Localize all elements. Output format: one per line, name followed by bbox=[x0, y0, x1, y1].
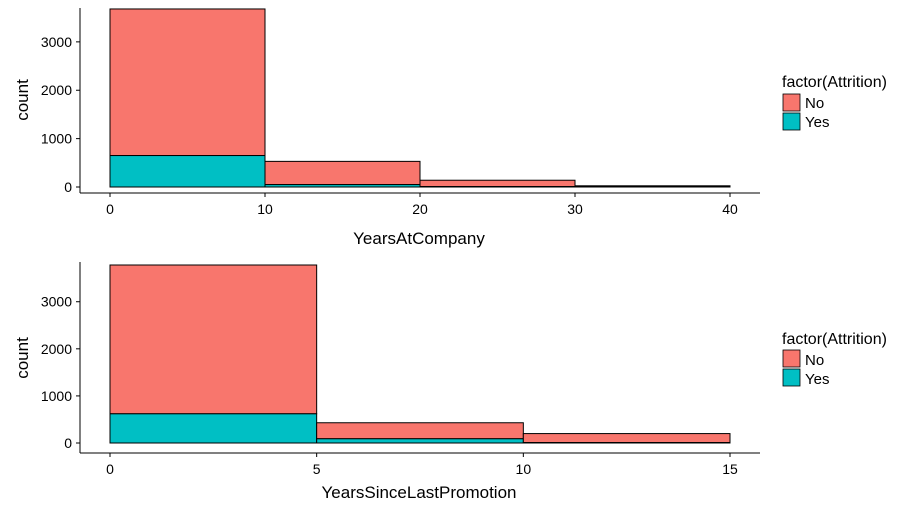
panel2-legend-key-no bbox=[782, 349, 801, 368]
y-tick-label-1: 1000 bbox=[41, 388, 72, 404]
panel1-legend-key-yes bbox=[782, 112, 801, 131]
y-tick-label-1: 1000 bbox=[41, 131, 72, 147]
panel1-legend-label-no: No bbox=[805, 95, 824, 112]
bar-yes-bin-1 bbox=[264, 184, 421, 188]
y-tick-label-0: 0 bbox=[64, 435, 72, 451]
panel2-legend-key-yes bbox=[782, 368, 801, 387]
bar-yes-bin-0 bbox=[109, 155, 266, 188]
panel2-legend-label-yes: Yes bbox=[805, 371, 829, 388]
x-tick-label-1: 10 bbox=[257, 201, 273, 217]
bar-yes-bin-1 bbox=[316, 438, 524, 444]
panel2-y-ticks: 0 1000 2000 3000 bbox=[41, 294, 80, 451]
x-tick-label-1: 5 bbox=[313, 461, 321, 477]
panel-years-since-last-promotion: 0 1000 2000 3000 0 5 10 15 YearsSinceLastPromo… bbox=[13, 262, 887, 502]
bar-no-bin-0 bbox=[109, 264, 318, 415]
panel1-legend-title: factor(Attrition) bbox=[782, 74, 887, 91]
y-tick-label-2: 2000 bbox=[41, 341, 72, 357]
panel2-legend-title: factor(Attrition) bbox=[782, 331, 887, 348]
x-tick-label-3: 30 bbox=[567, 201, 583, 217]
y-tick-label-0: 0 bbox=[64, 179, 72, 195]
bar-no-bin-1 bbox=[264, 160, 421, 186]
y-tick-label-3: 3000 bbox=[41, 34, 72, 50]
panel1-x-axis-title: YearsAtCompany bbox=[353, 229, 485, 248]
x-tick-label-0: 0 bbox=[106, 461, 114, 477]
y-tick-label-2: 2000 bbox=[41, 82, 72, 98]
panel2-x-axis-title: YearsSinceLastPromotion bbox=[322, 483, 517, 502]
panel-years-at-company: 0 1000 2000 3000 0 10 20 30 40 YearsAtCompany c… bbox=[13, 8, 887, 248]
x-tick-label-2: 20 bbox=[412, 201, 428, 217]
panel2-bars bbox=[109, 264, 731, 444]
panel1-legend-key-no bbox=[782, 93, 801, 112]
panel1-bars bbox=[109, 8, 731, 188]
bar-no-bin-1 bbox=[316, 422, 524, 440]
bar-yes-bin-0 bbox=[109, 413, 318, 444]
panel2-legend-label-no: No bbox=[805, 352, 824, 369]
panel2-legend: factor(Attrition) No Yes bbox=[782, 331, 887, 388]
panel1-legend-label-yes: Yes bbox=[805, 114, 829, 131]
x-tick-label-0: 0 bbox=[106, 201, 114, 217]
y-tick-label-3: 3000 bbox=[41, 294, 72, 310]
bar-no-bin-2 bbox=[522, 433, 731, 444]
x-tick-label-2: 10 bbox=[516, 461, 532, 477]
x-tick-label-3: 15 bbox=[722, 461, 738, 477]
panel1-legend: factor(Attrition) No Yes bbox=[782, 74, 887, 131]
panel1-x-ticks: 0 10 20 30 40 bbox=[106, 193, 738, 217]
bar-no-bin-0 bbox=[109, 8, 266, 157]
panel2-x-ticks: 0 5 10 15 bbox=[106, 453, 738, 477]
panel2-y-axis-title: count bbox=[13, 337, 32, 379]
x-tick-label-4: 40 bbox=[722, 201, 738, 217]
panel1-y-ticks: 0 1000 2000 3000 bbox=[41, 34, 80, 195]
bar-no-bin-2 bbox=[419, 179, 576, 188]
panel1-y-axis-title: count bbox=[13, 79, 32, 121]
